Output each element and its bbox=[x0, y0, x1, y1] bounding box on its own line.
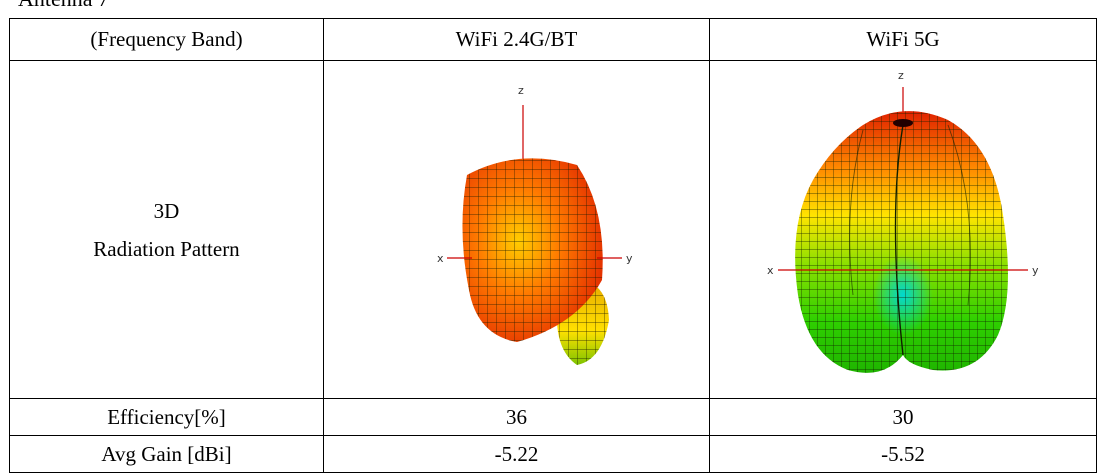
efficiency-label: Efficiency[%] bbox=[9, 398, 324, 436]
antenna-caption: Antenna 7 bbox=[18, 0, 109, 11]
radiation-pattern-row: 3D Radiation Pattern bbox=[9, 60, 1097, 399]
radiation-pattern-5g-cell: z x y bbox=[709, 60, 1097, 399]
avg-gain-label: Avg Gain [dBi] bbox=[9, 435, 324, 473]
table-header-row: (Frequency Band) WiFi 2.4G/BT WiFi 5G bbox=[9, 18, 1097, 61]
efficiency-value-5g: 30 bbox=[709, 398, 1097, 436]
radiation-pattern-24g-cell: z x y bbox=[323, 60, 710, 399]
radiation-pattern-label-line1: 3D bbox=[153, 198, 180, 223]
antenna-performance-table: (Frequency Band) WiFi 2.4G/BT WiFi 5G 3D… bbox=[9, 18, 1097, 473]
radiation-pattern-24g-image: z x y bbox=[437, 84, 633, 365]
avg-gain-value-5g: -5.52 bbox=[709, 435, 1097, 473]
x-axis-label: x bbox=[437, 252, 444, 265]
z-axis-label: z bbox=[898, 69, 904, 82]
efficiency-value-24g: 36 bbox=[323, 398, 710, 436]
radiation-pattern-label: 3D Radiation Pattern bbox=[9, 60, 324, 399]
y-axis-label: y bbox=[626, 252, 633, 265]
radiation-pattern-label-line2: Radiation Pattern bbox=[93, 236, 240, 261]
radiation-pattern-5g-image: z x y bbox=[767, 69, 1039, 373]
x-axis-label: x bbox=[767, 264, 774, 277]
table-row: Efficiency[%] 36 30 bbox=[9, 398, 1097, 436]
header-frequency-band: (Frequency Band) bbox=[9, 18, 324, 61]
header-wifi-5g: WiFi 5G bbox=[709, 18, 1097, 61]
avg-gain-value-24g: -5.22 bbox=[323, 435, 710, 473]
z-axis-label: z bbox=[518, 84, 524, 97]
y-axis-label: y bbox=[1032, 264, 1039, 277]
table-row: Avg Gain [dBi] -5.22 -5.52 bbox=[9, 435, 1097, 473]
header-wifi-24g-bt: WiFi 2.4G/BT bbox=[323, 18, 710, 61]
